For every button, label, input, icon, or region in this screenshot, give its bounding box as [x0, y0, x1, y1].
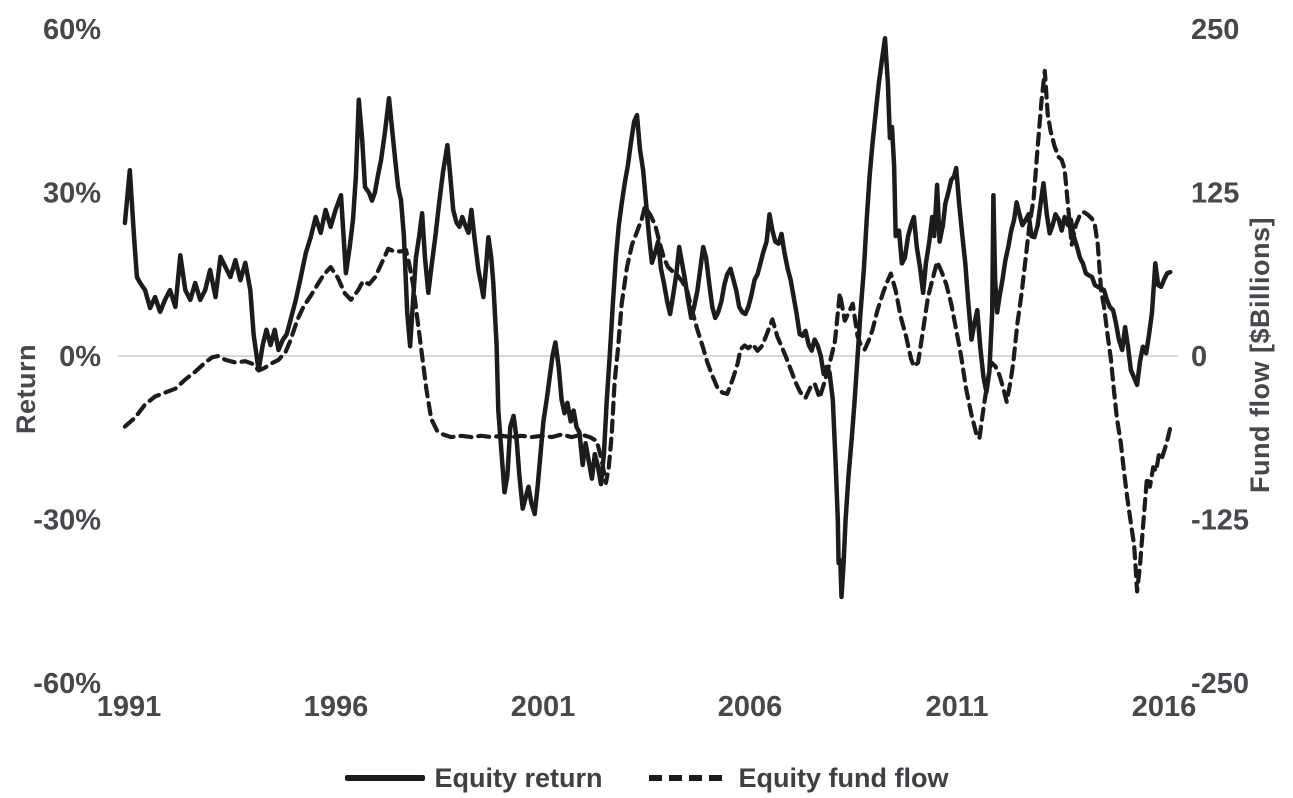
right-axis-tick-label: -250 — [1191, 668, 1249, 700]
left-axis-tick-label: 0% — [59, 341, 101, 373]
right-axis-title: Fund flow [$Billions] — [1245, 217, 1275, 493]
right-axis-tick-label: -125 — [1191, 505, 1249, 537]
equity-return-line — [122, 36, 1173, 600]
dashed-line-swatch-icon — [648, 775, 729, 781]
left-axis-tick-label: 60% — [43, 14, 101, 46]
left-axis-tick-label: -30% — [33, 505, 101, 537]
x-axis-tick-label: 2016 — [1132, 691, 1197, 723]
legend-item-equity-return: Equity return — [344, 762, 603, 794]
left-axis-tick-label: -60% — [33, 668, 101, 700]
right-axis-tick-label: 125 — [1191, 178, 1239, 210]
equity-fund-flow-line — [122, 68, 1173, 594]
x-axis-tick-label: 1991 — [97, 691, 162, 723]
right-axis-tick-label: 0 — [1191, 341, 1207, 373]
solid-line-swatch-icon — [344, 775, 425, 781]
right-axis-tick-label: 250 — [1191, 14, 1239, 46]
x-axis-tick-label: 2011 — [926, 691, 989, 723]
left-axis-tick-label: 30% — [43, 178, 101, 210]
x-axis-tick-label: 1996 — [304, 691, 369, 723]
legend-label: Equity return — [434, 762, 603, 793]
x-axis-tick-label: 2001 — [511, 691, 576, 723]
legend-item-equity-fund-flow: Equity fund flow — [648, 762, 949, 794]
legend-label: Equity fund flow — [738, 762, 949, 793]
left-axis-title: Return — [11, 344, 41, 434]
chart-legend: Equity return Equity fund flow — [0, 758, 1293, 798]
x-axis-tick-label: 2006 — [718, 691, 783, 723]
